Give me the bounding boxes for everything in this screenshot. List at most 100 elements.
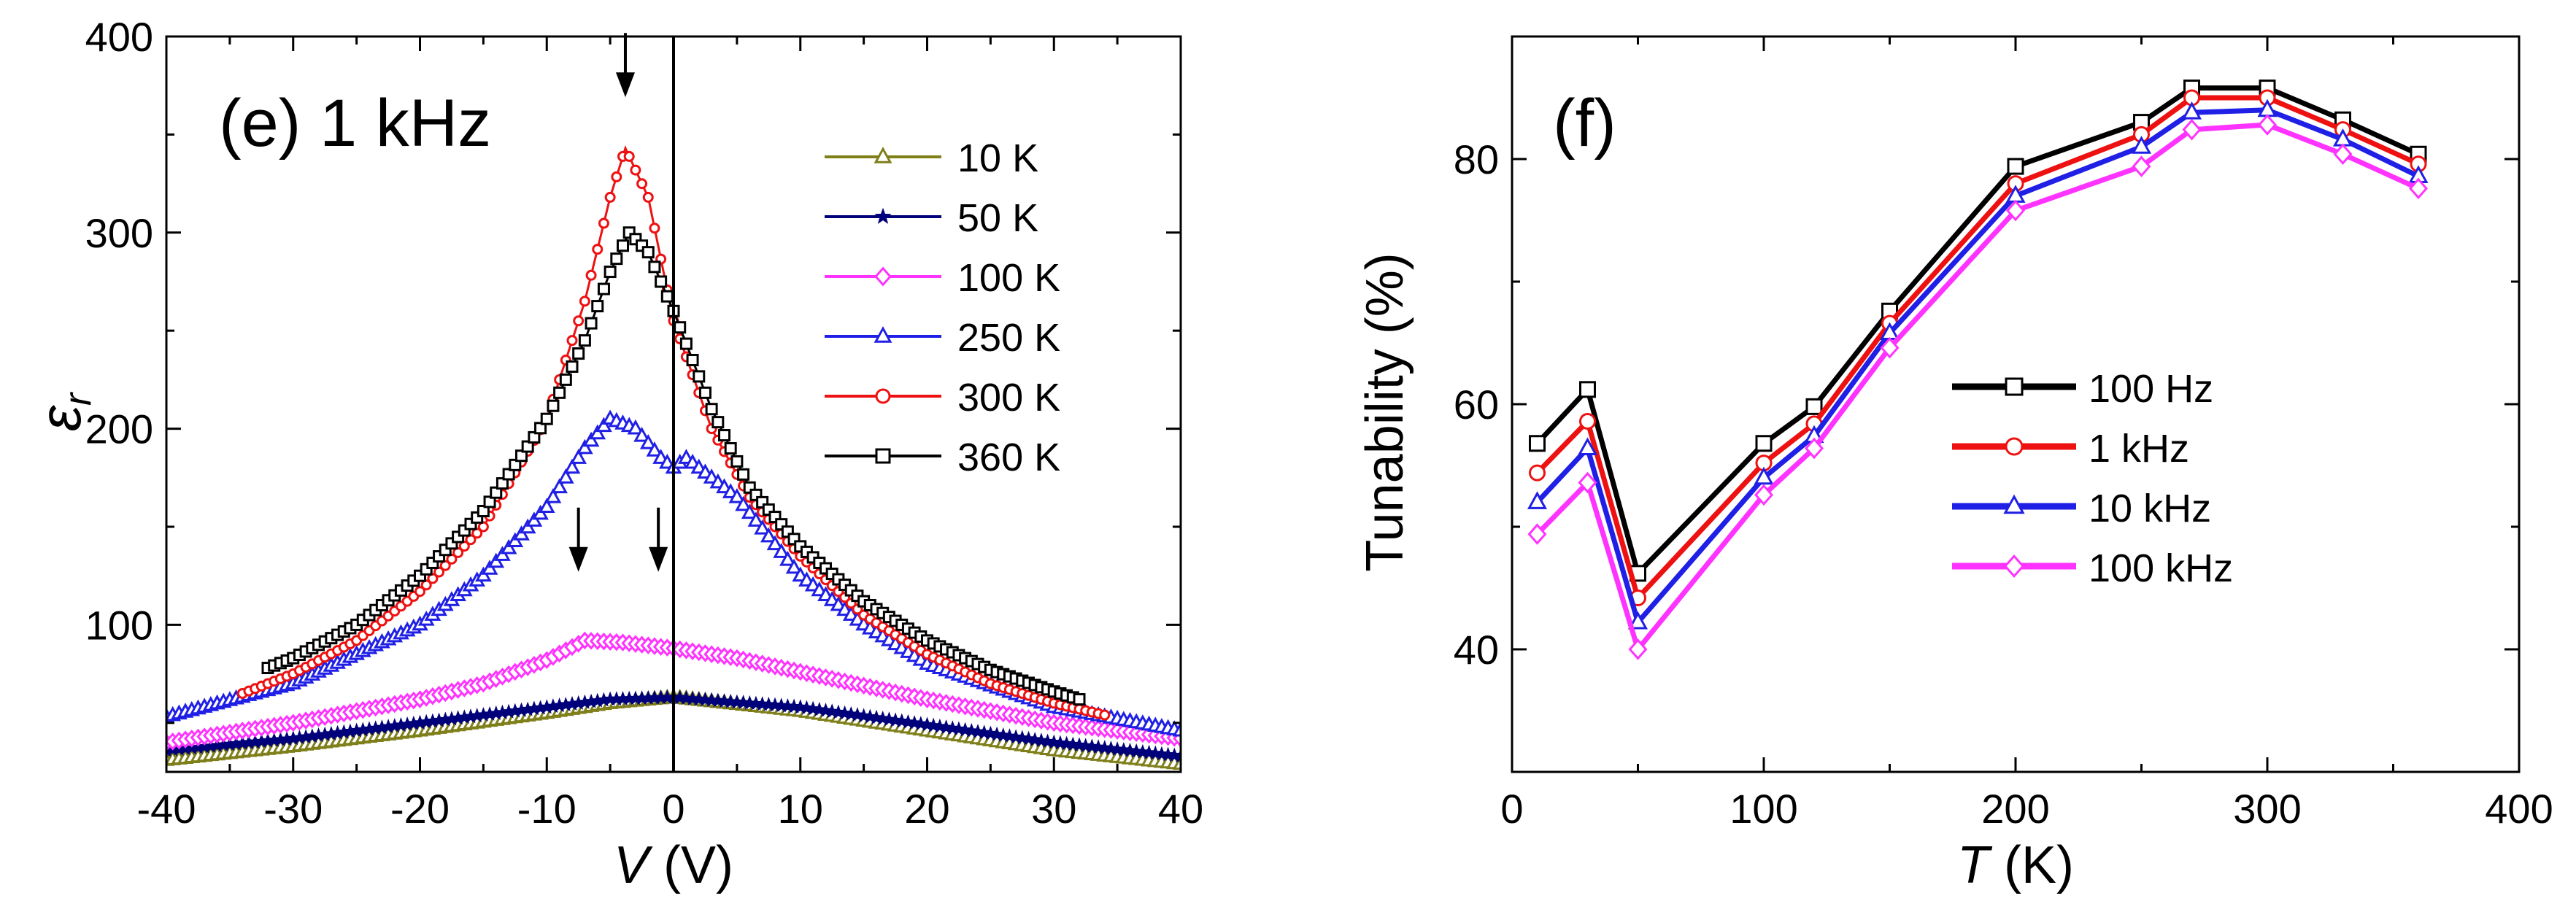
data-point	[766, 535, 784, 551]
data-point	[465, 534, 477, 546]
legend-label: 100 Hz	[2089, 367, 2213, 411]
data-point	[547, 399, 560, 412]
panel-f-y-tick-label: 40	[1454, 627, 1499, 673]
data-point	[559, 373, 572, 386]
series-360-k	[261, 226, 1086, 706]
data-point	[589, 424, 606, 440]
data-point	[414, 586, 425, 598]
legend-label: 50 K	[957, 196, 1038, 240]
data-point	[1578, 471, 1597, 494]
data-point	[515, 449, 528, 463]
legend-label: 100 K	[957, 256, 1060, 300]
panel-e-y-label-sub: r	[57, 391, 99, 406]
data-point	[1805, 398, 1823, 415]
data-point	[737, 468, 750, 481]
data-point	[1173, 748, 1181, 763]
data-point	[538, 498, 555, 514]
data-point	[446, 553, 458, 565]
panel-e-x-tick-label: 30	[1031, 786, 1076, 832]
data-point	[754, 519, 771, 535]
panel-f-y-tick-label: 60	[1454, 382, 1499, 428]
data-point	[623, 150, 635, 162]
data-point	[495, 477, 509, 490]
legend-item-100-hz: 100 Hz	[1952, 367, 2213, 411]
data-point	[655, 275, 668, 288]
data-point	[1172, 721, 1181, 737]
peak-arrow-head	[649, 546, 668, 572]
data-point	[674, 321, 687, 334]
data-point	[2409, 177, 2428, 200]
data-point	[724, 441, 737, 455]
data-point	[698, 386, 712, 399]
data-point	[521, 440, 534, 453]
data-point	[610, 252, 623, 266]
peak-arrows	[568, 33, 668, 572]
data-point	[630, 164, 641, 176]
data-point	[1099, 709, 1111, 721]
legend-label: 10 K	[957, 136, 1038, 180]
panel-f-label: (f)	[1553, 86, 1616, 161]
data-point	[563, 458, 581, 474]
data-point	[603, 266, 617, 279]
data-point	[572, 347, 585, 360]
data-point	[452, 546, 464, 558]
panel-f-legend: 100 Hz 1 kHz 10 kHz 100 kHz	[1952, 367, 2233, 590]
panel-e-x-tick-label: -10	[517, 786, 576, 832]
panel-e-y-tick-label: 100	[85, 602, 153, 648]
data-point	[579, 295, 590, 307]
data-point	[490, 486, 503, 499]
data-point	[576, 438, 593, 455]
data-point	[1577, 437, 1598, 455]
panel-e-legend: 10 K 50 K 100 K 250 K 300 K 360 K	[825, 136, 1060, 479]
data-point	[785, 558, 803, 574]
data-point	[633, 426, 650, 442]
data-point	[427, 573, 439, 584]
series-100-k	[166, 631, 1181, 751]
legend-swatch-marker	[2005, 437, 2024, 456]
legend-swatch-marker	[2003, 494, 2025, 514]
data-point	[660, 290, 674, 303]
panel-f-x-tick-labels: 0 100 200 300 400	[1500, 786, 2553, 832]
panel-e-x-tick-label: 20	[904, 786, 949, 832]
data-point	[1527, 523, 1547, 545]
legend-swatch-marker	[875, 388, 891, 404]
panel-e-y-label: εr	[28, 391, 99, 431]
legend-item-100-khz: 100 kHz	[1952, 546, 2233, 590]
legend-item-250-k: 250 K	[825, 316, 1060, 360]
legend-swatch-marker	[2003, 554, 2025, 579]
legend-item-10-khz: 10 kHz	[1952, 487, 2211, 530]
data-point	[639, 434, 657, 449]
data-point	[604, 191, 616, 203]
panel-e-x-label-var: V	[614, 836, 653, 894]
panel-e-x-label: V (V)	[614, 836, 733, 894]
panel-f-ticks	[1511, 36, 2521, 772]
data-point	[686, 354, 699, 367]
data-point	[642, 191, 654, 203]
data-point	[1529, 435, 1546, 452]
legend-label: 100 kHz	[2089, 546, 2233, 590]
legend-item-300-k: 300 K	[825, 376, 1060, 420]
data-point	[420, 579, 432, 591]
data-point	[551, 478, 568, 494]
data-point	[477, 504, 490, 517]
panel-e-x-tick-label: 10	[778, 786, 823, 832]
legend-item-1-khz: 1 kHz	[1952, 427, 2189, 471]
data-point	[718, 429, 730, 442]
data-point	[582, 431, 600, 447]
panel-e-x-label-unit: (V)	[663, 836, 733, 894]
series-1-khz	[1529, 89, 2427, 606]
panel-f-y-tick-label: 80	[1454, 136, 1499, 182]
data-point	[1579, 381, 1596, 398]
data-point	[578, 334, 591, 347]
panel-e-y-tick-label: 200	[85, 406, 153, 452]
data-point	[2131, 136, 2152, 154]
legend-item-100-k: 100 K	[825, 256, 1060, 300]
data-point	[2181, 101, 2202, 120]
panel-e-x-tick-label: -40	[137, 786, 196, 832]
data-point	[1805, 437, 1824, 460]
data-point	[528, 430, 541, 444]
series-line-100-khz	[1535, 122, 2420, 652]
data-point	[502, 468, 515, 481]
